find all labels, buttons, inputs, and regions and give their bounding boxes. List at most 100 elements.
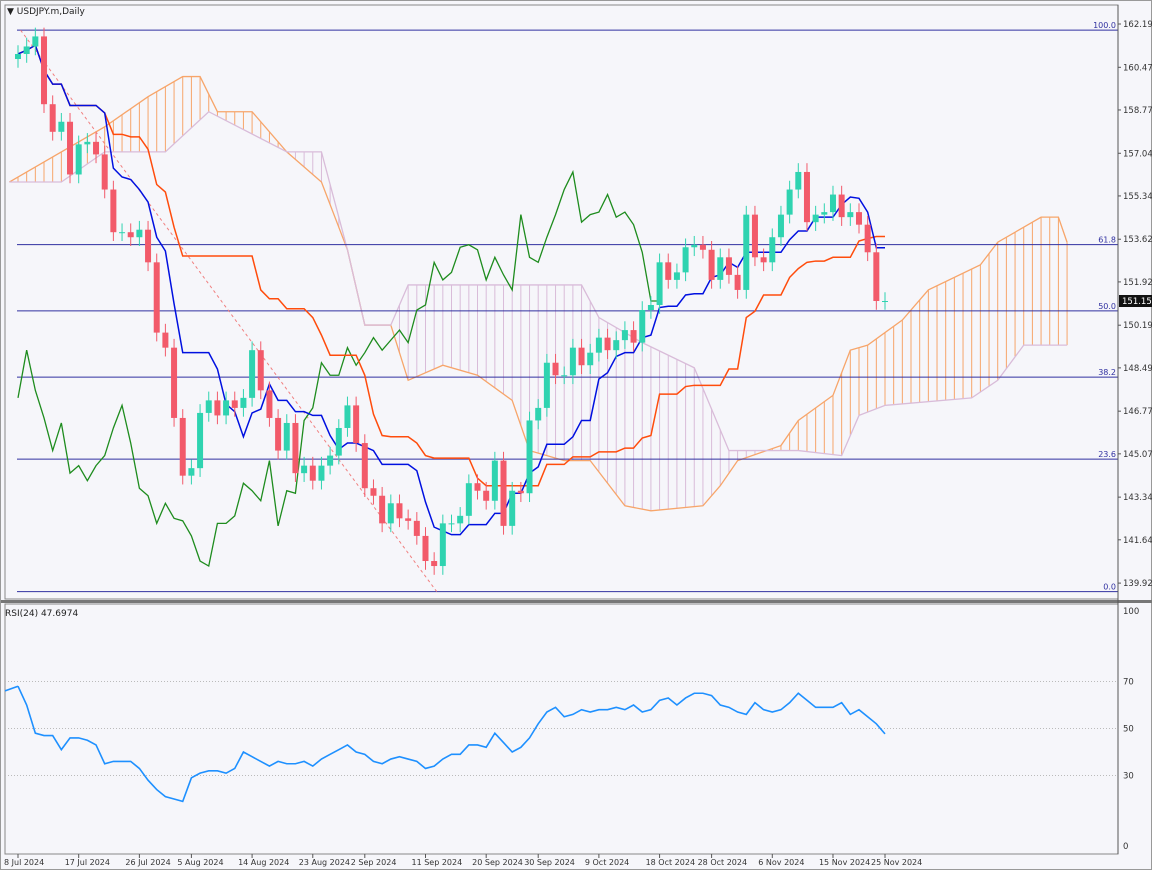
price-tick-label: 162.195	[1123, 20, 1152, 30]
bull-candle	[656, 262, 663, 305]
bull-candle	[821, 212, 828, 215]
bull-candle	[32, 36, 39, 47]
rsi-tick-label: 70	[1123, 678, 1134, 688]
bull-candle	[717, 257, 724, 280]
rsi-tick-label: 30	[1123, 772, 1134, 782]
bull-candle	[561, 375, 568, 377]
date-tick-label: 28 Oct 2024	[698, 858, 747, 867]
bear-candle	[309, 465, 316, 481]
date-tick-label: 25 Nov 2024	[871, 858, 922, 867]
bull-candle	[639, 310, 646, 343]
bull-candle	[448, 523, 455, 525]
bull-candle	[15, 53, 21, 60]
bull-candle	[847, 212, 854, 218]
price-tick-label: 141.645	[1123, 536, 1152, 546]
date-tick-label: 6 Nov 2024	[758, 858, 804, 867]
bull-candle	[84, 141, 91, 145]
bull-candle	[318, 465, 325, 481]
date-tick-label: 11 Sep 2024	[411, 858, 462, 867]
price-tick-label: 158.770	[1123, 106, 1152, 116]
bear-candle	[153, 262, 160, 333]
bull-candle	[769, 237, 776, 263]
rsi-tick-label: 100	[1123, 607, 1139, 617]
price-tick-label: 151.920	[1123, 278, 1152, 288]
bear-candle	[101, 154, 108, 190]
date-tick-label: 26 Jul 2024	[125, 858, 170, 867]
price-tick-label: 157.045	[1123, 149, 1152, 159]
price-tick-label: 139.920	[1123, 579, 1152, 589]
bull-candle	[777, 214, 784, 238]
triangle-down-icon[interactable]: ▼	[7, 7, 14, 17]
bull-candle	[136, 229, 143, 238]
bear-candle	[214, 400, 221, 416]
fib-level-label: 23.6	[1098, 450, 1116, 459]
bear-candle	[665, 262, 672, 280]
chikou-span	[17, 169, 660, 568]
bear-candle	[760, 257, 767, 263]
rsi-line	[17, 685, 886, 803]
bear-candle	[179, 417, 186, 476]
date-tick-label: 15 Nov 2024	[819, 858, 870, 867]
fib-level-label: 0.0	[1103, 583, 1116, 592]
price-tick-label: 145.070	[1123, 450, 1152, 460]
rsi-panel	[4, 603, 1119, 855]
bull-candle	[75, 144, 82, 175]
bear-candle	[67, 121, 74, 175]
bear-candle	[127, 232, 134, 238]
bear-candle	[292, 422, 299, 474]
bull-candle	[691, 244, 698, 248]
bear-candle	[725, 257, 732, 275]
bear-candle	[379, 495, 386, 524]
bear-candle	[257, 350, 264, 391]
price-tick-label: 150.195	[1123, 321, 1152, 331]
price-tick-label: 143.345	[1123, 493, 1152, 503]
price-tick-label: 146.770	[1123, 407, 1152, 417]
bull-candle	[829, 194, 836, 213]
bear-candle	[49, 104, 56, 132]
bull-candle	[647, 304, 654, 311]
bear-candle	[864, 224, 871, 253]
bear-candle	[517, 490, 524, 494]
kijun-sen	[17, 44, 885, 487]
bull-candle	[535, 407, 542, 421]
main-panel	[4, 4, 1119, 600]
bull-candle	[240, 397, 247, 408]
bear-candle	[93, 141, 100, 155]
bull-candle	[621, 330, 628, 341]
current-price-label: 151.159	[1122, 297, 1152, 307]
bull-candle	[301, 465, 308, 474]
bull-candle	[743, 214, 750, 290]
bear-candle	[275, 417, 282, 451]
bull-candle	[283, 422, 290, 451]
date-tick-label: 9 Oct 2024	[585, 858, 629, 867]
bull-candle	[786, 189, 793, 215]
date-tick-label: 30 Sep 2024	[524, 858, 575, 867]
bear-candle	[41, 36, 48, 105]
fib-level-label: 100.0	[1093, 21, 1116, 30]
bull-candle	[595, 337, 602, 353]
bear-candle	[413, 520, 420, 536]
bear-candle	[145, 229, 152, 263]
current-price-box	[1119, 295, 1152, 308]
bull-candle	[673, 272, 680, 280]
rsi-line-start	[4, 685, 19, 692]
bear-candle	[578, 347, 585, 366]
bull-candle	[569, 347, 576, 376]
bear-candle	[162, 332, 169, 348]
bear-candle	[604, 337, 611, 351]
rsi-label: RSI(24) 47.6974	[5, 609, 79, 619]
bull-candle	[587, 352, 594, 366]
bear-candle	[110, 189, 117, 233]
bear-candle	[396, 503, 403, 519]
bull-candle	[223, 400, 230, 416]
bull-candle	[23, 46, 30, 54]
date-tick-label: 2 Sep 2024	[351, 858, 397, 867]
bear-candle	[171, 347, 178, 418]
bear-candle	[231, 400, 238, 408]
price-tick-label: 153.620	[1123, 235, 1152, 245]
bear-candle	[370, 488, 377, 496]
bear-candle	[803, 171, 810, 223]
senkou-span-b	[9, 110, 1068, 457]
